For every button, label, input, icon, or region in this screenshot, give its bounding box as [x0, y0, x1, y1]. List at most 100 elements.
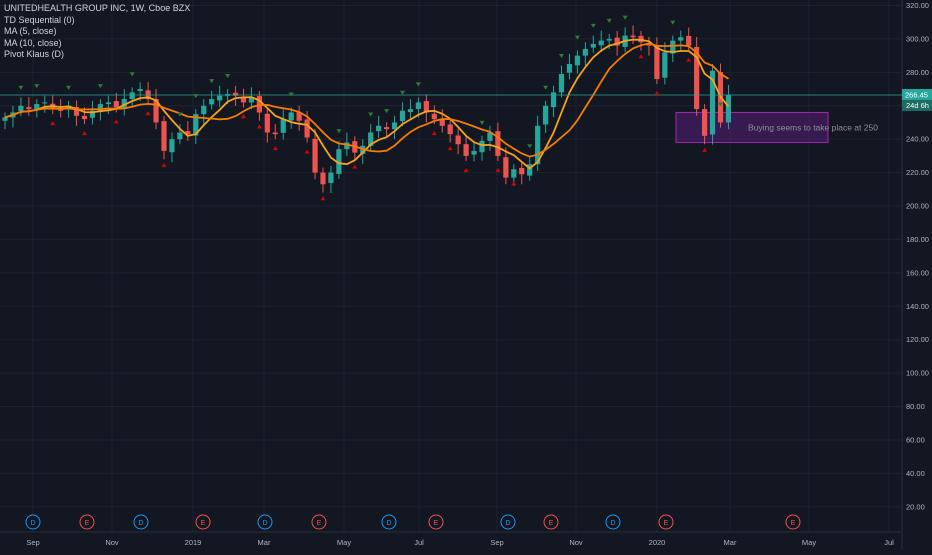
candle-body [288, 112, 294, 121]
indicator-ma5[interactable]: MA (5, close) [4, 26, 57, 36]
indicator-td-sequential[interactable]: TD Sequential (0) [4, 14, 75, 25]
symbol-title[interactable]: UNITEDHEALTH GROUP INC, 1W, Cboe BZX [4, 3, 191, 13]
candle-body [582, 48, 588, 56]
candle [407, 99, 414, 119]
candle [384, 122, 390, 138]
candle [582, 42, 588, 66]
indicator-ma10[interactable]: MA (10, close) [4, 37, 62, 48]
x-tick-label: 2020 [649, 538, 666, 547]
candle [280, 109, 286, 140]
candle [630, 25, 636, 44]
marker-circle [605, 514, 621, 530]
td-sell-arrow [384, 109, 390, 114]
candle [336, 140, 342, 179]
candle [455, 128, 461, 155]
candle-body [232, 92, 239, 96]
candle [447, 119, 453, 143]
candle-body [193, 114, 199, 136]
marker-circle [785, 514, 801, 530]
candle-body [185, 131, 191, 135]
earnings-marker[interactable]: E [543, 514, 559, 530]
candle-body [487, 132, 493, 141]
candle-body [26, 107, 32, 110]
candle-body [137, 89, 143, 92]
candle [217, 85, 223, 108]
td-buy-arrow [161, 162, 167, 167]
x-tick-label: May [337, 538, 351, 547]
indicator-pivot-klaus[interactable]: Pivot Klaus (D) [4, 49, 65, 59]
marker-letter: D [30, 520, 35, 527]
candle-body [18, 105, 24, 112]
td-buy-arrow [320, 196, 326, 201]
candle-body [280, 119, 286, 133]
candle-body [34, 104, 40, 110]
earnings-marker[interactable]: E [311, 514, 327, 530]
candle [312, 128, 318, 180]
td-buy-arrow [495, 167, 501, 172]
y-tick-label: 280.00 [906, 68, 929, 77]
candle [209, 90, 215, 110]
marker-letter: E [201, 520, 206, 527]
candle [193, 109, 199, 144]
dividend-marker[interactable]: D [605, 514, 621, 530]
x-tick-label: Sep [26, 538, 39, 547]
earnings-marker[interactable]: E [79, 514, 95, 530]
td-sell-arrow [34, 84, 40, 89]
candle-body [471, 150, 477, 155]
dividend-marker[interactable]: D [257, 514, 273, 530]
candle-body [455, 135, 461, 145]
marker-circle [257, 514, 273, 530]
candle-body [81, 115, 88, 120]
td-buy-arrow [654, 91, 660, 96]
marker-letter: E [85, 520, 90, 527]
candle [654, 37, 660, 85]
candle-body [201, 105, 207, 115]
earnings-marker[interactable]: E [428, 514, 444, 530]
candle-body [630, 35, 636, 38]
candle [702, 104, 708, 145]
candle-body [527, 164, 533, 176]
td-buy-arrow [113, 119, 119, 124]
candle [153, 89, 159, 130]
marker-letter: D [610, 520, 615, 527]
dividend-marker[interactable]: D [25, 514, 41, 530]
td-sell-arrow [18, 85, 24, 90]
td-buy-arrow [511, 181, 517, 186]
candle [18, 97, 24, 117]
annotation-text: Buying seems to take place at 250 [748, 122, 878, 132]
dividend-marker[interactable]: D [500, 514, 516, 530]
candle-body [129, 92, 135, 100]
td-sell-arrow [225, 74, 231, 79]
earnings-marker[interactable]: E [785, 514, 801, 530]
td-sell-arrow [415, 82, 421, 87]
candle [272, 124, 278, 140]
dividend-marker[interactable]: D [133, 514, 149, 530]
earnings-marker[interactable]: E [195, 514, 211, 530]
candle-body [503, 157, 509, 178]
td-buy-arrow [463, 167, 469, 172]
candle-body [177, 132, 183, 140]
dividend-marker[interactable]: D [381, 514, 397, 530]
candle [519, 161, 525, 185]
marker-letter: E [791, 520, 796, 527]
candle [376, 115, 382, 138]
candle [169, 132, 175, 163]
candle [678, 30, 684, 51]
marker-letter: D [138, 520, 143, 527]
y-tick-label: 120.00 [906, 335, 929, 344]
y-tick-label: 200.00 [906, 202, 929, 211]
candle-body [58, 109, 64, 111]
earnings-marker[interactable]: E [658, 514, 674, 530]
candle-body [2, 117, 8, 121]
marker-circle [25, 514, 41, 530]
candle-body [296, 112, 302, 121]
marker-circle [79, 514, 95, 530]
candle-body [709, 70, 716, 135]
candle-body [725, 94, 732, 123]
td-sell-arrow [590, 23, 596, 28]
candle-body [654, 45, 660, 80]
td-sell-arrow [336, 129, 342, 134]
y-tick-label: 320.00 [906, 1, 929, 10]
